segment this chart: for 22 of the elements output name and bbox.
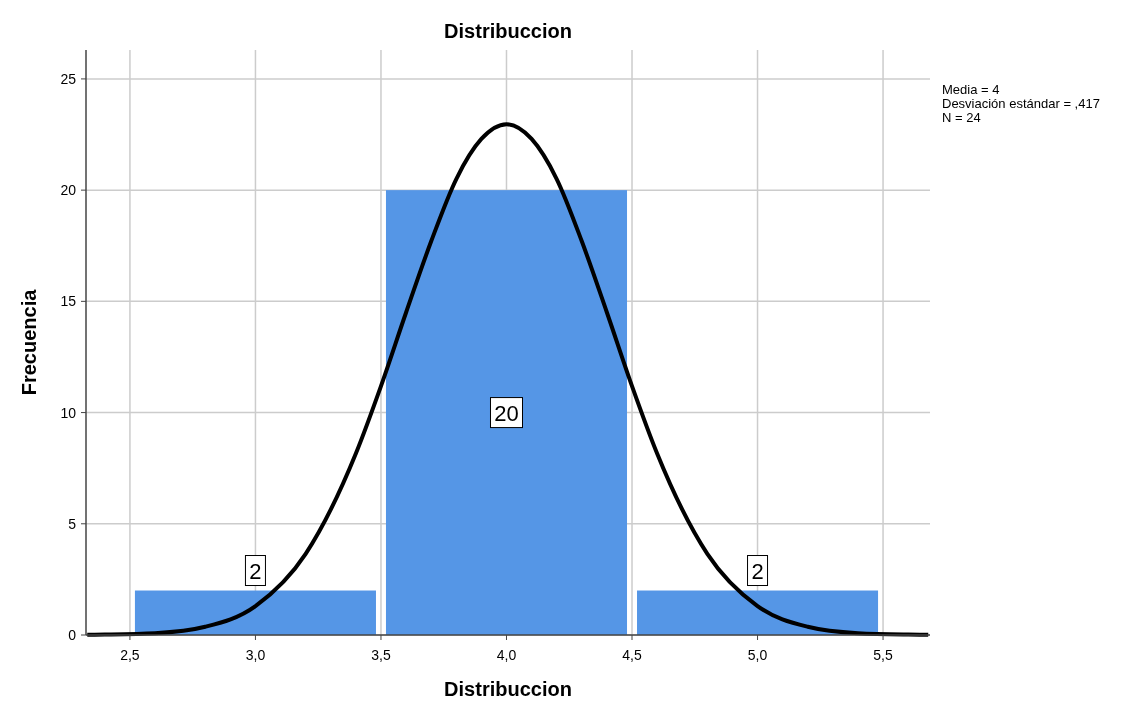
y-tick-label: 10 [60, 404, 77, 421]
y-tick-label: 5 [68, 515, 77, 532]
data-label: 2 [249, 558, 262, 584]
text: Media = 4 [942, 82, 1000, 97]
x-tick-label: 2,5 [120, 647, 140, 663]
x-axis-title: Distribuccion [444, 678, 572, 700]
y-tick-label: 15 [60, 293, 77, 310]
text: N = 24 [942, 110, 981, 125]
y-tick-label: 20 [60, 182, 77, 199]
x-tick-label: 3,5 [371, 647, 391, 663]
x-tick-label: 5,0 [747, 647, 768, 663]
x-tick-label: 4,0 [496, 647, 517, 663]
chart-title: Distribuccion [444, 20, 572, 42]
text: Desviación estándar = ,417 [942, 96, 1100, 111]
y-axis-title: Frecuencia [18, 288, 40, 396]
data-label: 20 [494, 400, 519, 426]
x-tick-label: 5,5 [873, 647, 893, 663]
y-tick-label: 0 [68, 627, 77, 643]
data-label: 2 [751, 558, 764, 584]
x-tick-label: 3,0 [245, 647, 266, 663]
x-tick-label: 4,5 [622, 647, 642, 663]
y-tick-label: 25 [60, 70, 77, 87]
